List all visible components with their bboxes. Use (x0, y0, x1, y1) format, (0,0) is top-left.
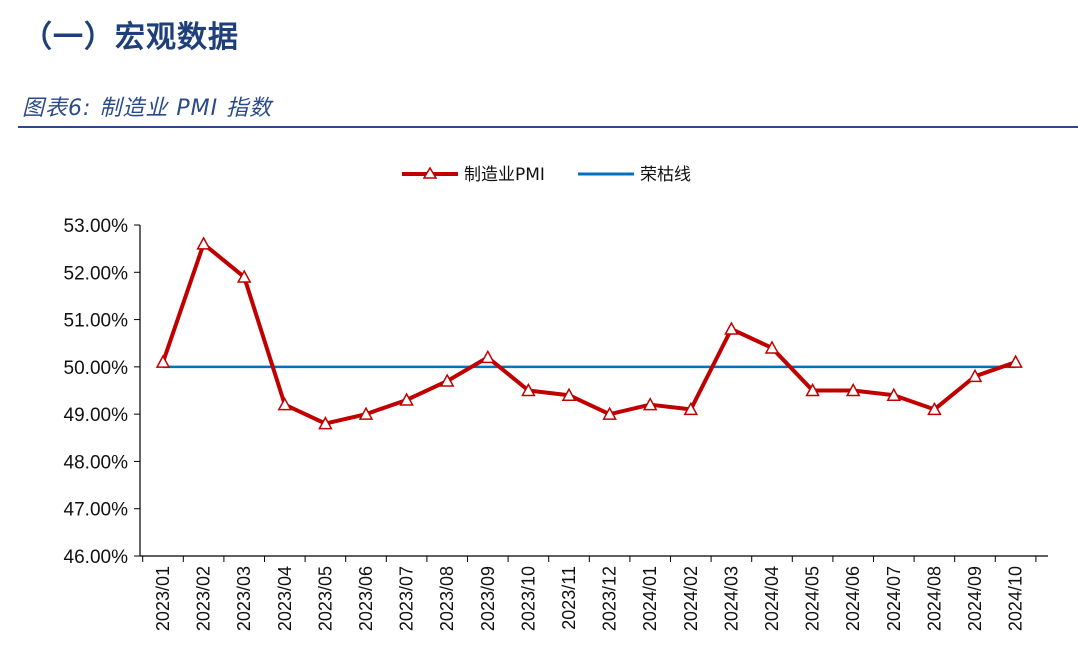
pmi-point (358, 406, 374, 420)
x-tick-label: 2023/02 (194, 566, 214, 631)
pmi-point (764, 340, 780, 354)
x-tick-label: 2024/01 (640, 566, 660, 631)
x-tick-label: 2023/03 (234, 566, 254, 631)
chart-legend: 制造业PMI 荣枯线 (402, 165, 691, 185)
x-tick-label: 2024/03 (721, 566, 741, 631)
y-tick-label: 48.00% (64, 452, 129, 473)
pmi-point (683, 401, 699, 416)
x-tick-label: 2024/09 (965, 566, 985, 631)
series-pmi-line (155, 236, 1023, 430)
pmi-point (886, 387, 902, 401)
x-tick-label: 2023/11 (559, 566, 579, 630)
y-tick-label: 50.00% (64, 358, 129, 379)
x-tick-label: 2024/05 (803, 566, 823, 631)
pmi-point (277, 397, 293, 411)
x-tick-label: 2023/01 (153, 566, 173, 631)
chart-axes (139, 225, 1048, 557)
pmi-point (724, 321, 739, 335)
pmi-point (561, 387, 577, 401)
x-tick-label: 2023/07 (397, 566, 417, 631)
pmi-point (439, 373, 455, 387)
x-tick-label: 2024/10 (1006, 566, 1026, 631)
y-tick-label: 53.00% (64, 216, 129, 237)
pmi-point (602, 406, 617, 420)
pmi-point (805, 382, 820, 397)
pmi-point (845, 382, 861, 397)
x-tick-label: 2024/02 (681, 566, 701, 631)
legend-marker-pmi (422, 166, 438, 179)
x-tick-label: 2023/10 (518, 566, 538, 631)
x-tick-label: 2023/06 (356, 566, 376, 631)
pmi-point (399, 392, 414, 406)
pmi-line (161, 241, 1017, 426)
pmi-point (1008, 354, 1023, 368)
y-axis-ticks: 46.00% 47.00% 48.00% 49.00% 50.00% 51.00% 52.0… (64, 216, 140, 568)
x-tick-label: 2023/09 (478, 566, 498, 631)
figure-title-rule (18, 126, 1078, 128)
x-tick-label: 2024/04 (762, 566, 782, 631)
pmi-point (967, 368, 983, 383)
legend-label-boom-bust: 荣枯线 (640, 165, 691, 185)
x-tick-label: 2023/04 (275, 566, 295, 631)
y-tick-label: 47.00% (64, 500, 129, 521)
x-tick-label: 2024/07 (884, 566, 904, 631)
x-tick-label: 2023/12 (600, 566, 620, 631)
x-tick-label: 2023/08 (437, 566, 457, 631)
pmi-point (196, 236, 211, 250)
pmi-point (480, 349, 496, 364)
x-tick-label: 2024/06 (843, 566, 863, 631)
y-tick-label: 51.00% (64, 311, 129, 332)
x-tick-label: 2023/05 (315, 566, 335, 631)
y-tick-label: 49.00% (64, 405, 129, 426)
section-title: （一）宏观数据 (22, 20, 239, 55)
pmi-point (318, 416, 333, 430)
pmi-point (642, 397, 658, 411)
x-axis-ticks: 2023/01 2023/02 2023/03 2023/04 2023/05 2023/… (142, 556, 1037, 631)
y-tick-label: 52.00% (64, 263, 129, 284)
pmi-point (236, 269, 252, 283)
pmi-point (521, 382, 536, 397)
legend-label-pmi: 制造业PMI (464, 165, 545, 185)
y-tick-label: 46.00% (64, 547, 129, 568)
figure-title: 图表6: 制造业 PMI 指数 (22, 96, 273, 121)
pmi-point (155, 354, 171, 368)
x-tick-label: 2024/08 (924, 566, 944, 631)
pmi-point (927, 401, 942, 416)
